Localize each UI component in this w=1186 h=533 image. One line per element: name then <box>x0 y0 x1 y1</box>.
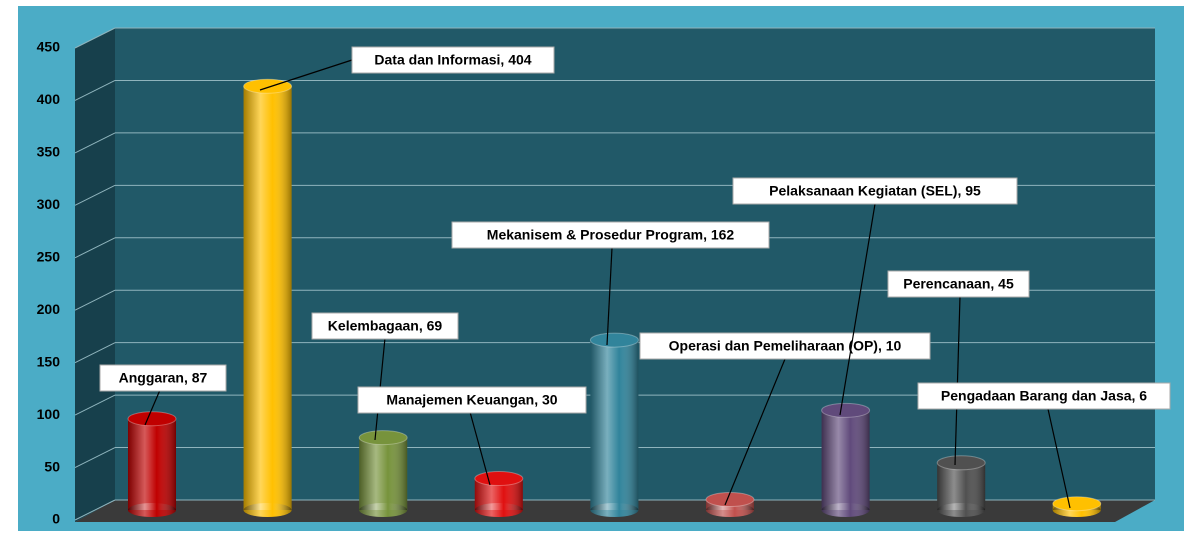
label-box <box>887 270 1030 298</box>
label-box <box>639 332 931 360</box>
data-label: Data dan Informasi, 404 <box>374 52 531 68</box>
bar <box>705 492 755 517</box>
label-box <box>357 386 587 414</box>
y-tick-label: 450 <box>37 39 61 55</box>
label-box <box>99 364 227 392</box>
data-label: Anggaran, 87 <box>119 370 208 386</box>
bar <box>474 471 524 517</box>
grid-line-side <box>74 289 116 311</box>
y-tick-label: 250 <box>37 248 61 264</box>
bar <box>936 455 986 517</box>
grid-line-side <box>74 132 116 154</box>
bar <box>589 332 639 517</box>
data-label: Pengadaan Barang dan Jasa, 6 <box>941 388 1147 404</box>
y-tick-label: 50 <box>44 458 60 474</box>
leader-line <box>839 203 876 416</box>
y-tick-label: 300 <box>37 196 61 212</box>
y-tick-label: 150 <box>37 353 61 369</box>
label-box <box>732 177 1018 205</box>
bar-shade <box>359 437 408 510</box>
leader-line <box>259 59 353 91</box>
y-tick-label: 0 <box>52 511 60 527</box>
bar-shade <box>821 410 870 510</box>
side-wall <box>75 28 115 522</box>
data-label: Kelembagaan, 69 <box>328 318 443 334</box>
grid-line-side <box>74 447 116 469</box>
y-tick-label: 100 <box>37 406 61 422</box>
bar <box>1052 496 1102 517</box>
bar <box>821 402 871 517</box>
bar-shade <box>590 340 639 510</box>
label-box <box>351 46 555 74</box>
grid-line-side <box>74 499 116 521</box>
bar <box>243 78 293 517</box>
bar-shade <box>128 418 176 510</box>
grid-line-side <box>74 342 116 364</box>
bar-shade <box>243 86 292 510</box>
bar <box>358 430 408 517</box>
bar-top <box>936 455 986 471</box>
bar-top <box>589 332 639 348</box>
bar-shade <box>937 462 986 510</box>
bar-top <box>1052 496 1102 512</box>
data-label: Operasi dan Pemeliharaan (OP), 10 <box>669 338 902 354</box>
back-wall <box>115 28 1155 500</box>
grid-line-side <box>74 394 116 416</box>
bar-top <box>474 471 524 487</box>
leader-line <box>144 389 161 426</box>
data-label: Manajemen Keuangan, 30 <box>386 392 557 408</box>
leader-line <box>1047 408 1071 509</box>
data-label: Pelaksanaan Kegiatan (SEL), 95 <box>769 183 981 199</box>
grid-line-side <box>74 184 116 206</box>
bar-top <box>358 430 408 446</box>
y-tick-label: 200 <box>37 301 61 317</box>
bar-top <box>821 402 871 418</box>
y-tick-label: 400 <box>37 91 61 107</box>
bar-top <box>243 78 293 94</box>
data-label: Perencanaan, 45 <box>903 276 1014 292</box>
leader-line <box>954 296 961 466</box>
grid-line-side <box>74 237 116 259</box>
bar <box>127 411 177 517</box>
grid-line-side <box>74 27 116 49</box>
data-label: Mekanisem & Prosedur Program, 162 <box>487 227 735 243</box>
label-box <box>311 312 459 340</box>
leader-line <box>606 247 613 346</box>
label-box <box>917 382 1171 410</box>
grid-line-side <box>74 79 116 101</box>
leader-line <box>469 411 491 486</box>
y-tick-label: 350 <box>37 144 61 160</box>
label-box <box>451 221 770 249</box>
bar-top <box>705 492 755 508</box>
bar-top <box>127 411 177 427</box>
leader-line <box>724 358 786 506</box>
